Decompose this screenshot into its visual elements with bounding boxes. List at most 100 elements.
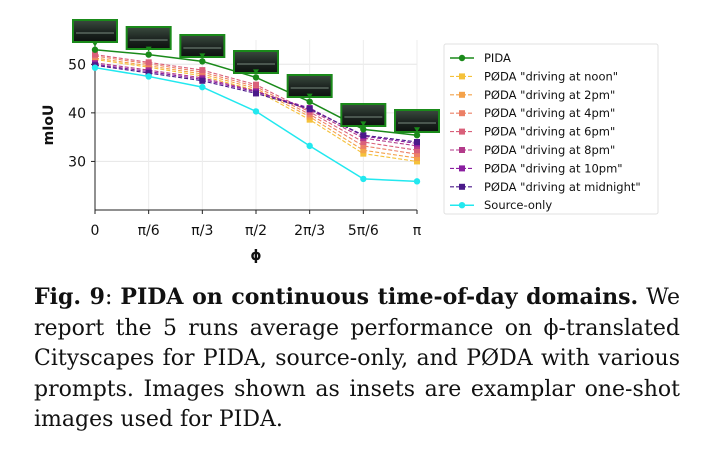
inset-0 [72, 19, 118, 47]
legend-item: PØDA "driving at noon" [450, 69, 618, 83]
legend: PIDA PØDA "driving at noon" PØDA "driving … [443, 43, 659, 215]
inset-pi-2 [233, 50, 279, 75]
legend-item: PØDA "driving at midnight" [450, 180, 641, 194]
data-point [360, 139, 367, 145]
data-point [306, 142, 313, 150]
x-tick-label: 2π/3 [294, 223, 325, 239]
inset-road-hint [344, 116, 383, 118]
inset-arrowhead [360, 121, 367, 127]
inset-pi-6 [125, 26, 172, 52]
inset-pi-3 [179, 34, 226, 59]
inset-road-hint [76, 32, 114, 34]
figure-caption: Fig. 9: PIDA on continuous time-of-day d… [34, 282, 680, 436]
legend-label: PØDA "driving at midnight" [484, 180, 641, 194]
inset-road-hint [290, 87, 329, 89]
y-tick-label: 40 [68, 106, 86, 122]
x-tick-label: π/2 [245, 223, 267, 239]
legend-marker [459, 128, 465, 135]
inset-arrowhead [145, 46, 152, 52]
data-point [91, 46, 99, 53]
x-tick-label: 5π/6 [348, 223, 379, 239]
data-point [414, 155, 420, 162]
data-point [306, 98, 313, 105]
y-tick-label: 30 [68, 154, 86, 170]
legend-label: PØDA "driving at 10pm" [484, 161, 623, 175]
legend-item: PØDA "driving at 10pm" [450, 161, 623, 175]
inset-2pi-3 [286, 74, 333, 99]
data-point [92, 51, 98, 58]
y-tick-label: 50 [68, 57, 86, 73]
inset-pi [394, 109, 440, 133]
x-tick-label: π/6 [138, 223, 160, 239]
caption-body: We report the 5 runs average performance… [34, 285, 681, 432]
data-point [360, 147, 367, 154]
data-point [199, 77, 206, 84]
legend-marker [459, 183, 465, 190]
legend-item: PØDA "driving at 2pm" [450, 88, 615, 102]
legend-marker [458, 202, 466, 209]
legend-item: Source-only [450, 198, 552, 212]
data-point [360, 150, 367, 157]
inset-5pi-6 [340, 103, 387, 127]
inset-image [72, 19, 118, 43]
caption-colon: : [105, 285, 121, 310]
legend-label: PIDA [484, 51, 511, 65]
insets-layer [72, 19, 440, 133]
caption-title: PIDA on continuous time-of-day domains. [120, 284, 639, 310]
legend-marker [459, 147, 465, 153]
legend-marker [459, 91, 465, 98]
legend-marker [459, 110, 465, 117]
legend-label: Source-only [484, 198, 552, 212]
inset-road-hint [237, 63, 275, 65]
data-point [145, 73, 152, 80]
caption-fig-label: Fig. 9 [34, 284, 105, 310]
x-tick-label: π [413, 223, 422, 239]
legend-item: PIDA [450, 51, 511, 65]
inset-road-hint [129, 39, 168, 41]
chart: 30 40 50 0 π/6 π/3 π/2 2π/3 5π/6 π mIoU ϕ PIDA PØDA … [41, 19, 659, 264]
data-point [145, 70, 152, 77]
data-point [414, 139, 420, 145]
legend-item: PØDA "driving at 6pm" [450, 125, 615, 139]
data-point [360, 142, 367, 149]
inset-arrowhead [92, 41, 98, 47]
data-point [414, 147, 420, 154]
inset-arrowhead [253, 69, 259, 75]
inset-image [125, 26, 172, 50]
legend-item: PØDA "driving at 8pm" [450, 143, 615, 157]
data-point [91, 64, 99, 71]
data-point [253, 81, 259, 88]
legend-marker [458, 54, 466, 62]
legend-marker [459, 165, 465, 172]
data-point [199, 83, 206, 91]
data-point [252, 74, 260, 81]
legend-label: PØDA "driving at 4pm" [484, 106, 615, 120]
inset-arrowhead [199, 53, 206, 59]
data-point [414, 151, 420, 158]
data-point [360, 132, 367, 139]
inset-road-hint [183, 47, 222, 49]
inset-arrowhead [414, 127, 420, 133]
legend-label: PØDA "driving at noon" [484, 69, 618, 83]
x-tick-label: 0 [91, 223, 100, 239]
x-axis-label: ϕ [250, 248, 261, 264]
data-point [145, 59, 152, 66]
legend-item: PØDA "driving at 4pm" [450, 106, 615, 120]
data-point [414, 158, 420, 165]
x-tick-label: π/3 [191, 223, 213, 239]
y-axis-label: mIoU [41, 105, 57, 146]
data-point [199, 58, 206, 65]
inset-road-hint [398, 122, 436, 124]
inset-arrowhead [306, 93, 313, 99]
data-point [413, 178, 421, 185]
legend-marker [459, 73, 465, 80]
series-layer [91, 46, 421, 185]
data-point [413, 132, 421, 139]
data-point [360, 126, 367, 133]
legend-box [443, 43, 659, 215]
legend-label: PØDA "driving at 8pm" [484, 143, 615, 157]
data-point [253, 90, 259, 97]
data-point [199, 67, 206, 74]
legend-label: PØDA "driving at 6pm" [484, 125, 615, 139]
data-point [145, 51, 152, 58]
